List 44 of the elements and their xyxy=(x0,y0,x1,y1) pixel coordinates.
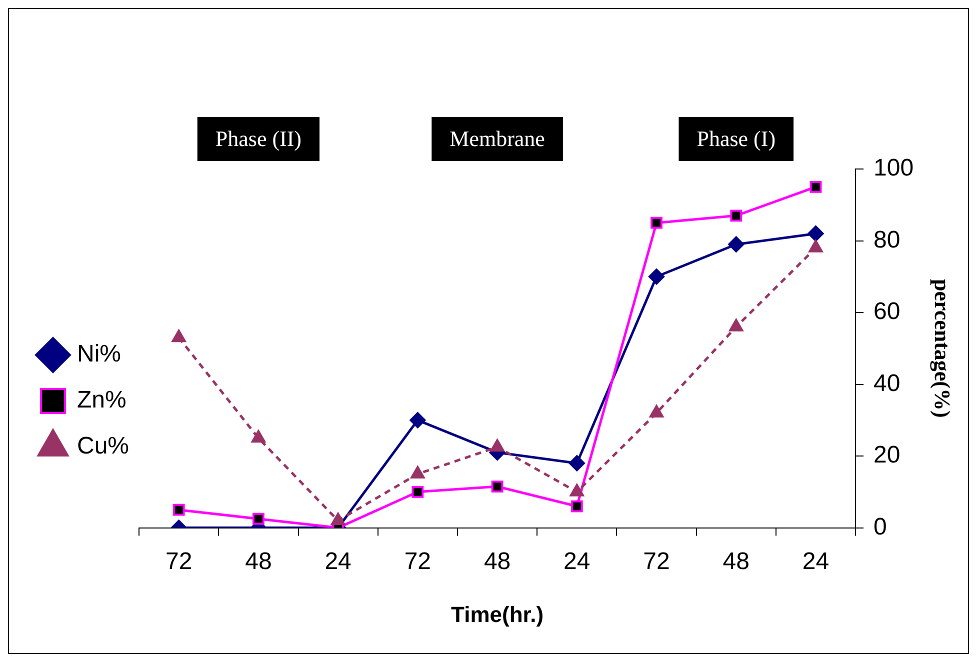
point xyxy=(252,512,264,525)
point xyxy=(251,430,266,443)
x-tick-label: 24 xyxy=(802,548,830,575)
x-tick-label: 24 xyxy=(324,548,352,575)
y-axis-title: percentage(%) xyxy=(930,278,956,418)
point xyxy=(491,480,504,492)
point xyxy=(649,404,664,418)
y-tick-label: 20 xyxy=(874,442,900,469)
point xyxy=(410,412,426,428)
point xyxy=(568,455,585,472)
point xyxy=(730,210,742,222)
point xyxy=(808,226,824,242)
point xyxy=(172,330,186,342)
y-tick-label: 100 xyxy=(874,154,914,182)
point xyxy=(650,216,662,229)
y-tick-label: 80 xyxy=(874,226,900,254)
y-tick-label: 40 xyxy=(874,370,900,397)
x-tick-label: 72 xyxy=(643,548,670,575)
x-axis-title: Time(hr.) xyxy=(451,602,544,627)
point xyxy=(330,512,346,526)
x-tick-label: 72 xyxy=(165,548,192,575)
y-tick-label: 0 xyxy=(874,513,887,540)
x-tick-label: 72 xyxy=(404,548,432,575)
point xyxy=(172,504,185,516)
point xyxy=(412,486,424,498)
x-tick-label: 48 xyxy=(245,548,272,575)
x-tick-label: 24 xyxy=(564,548,590,575)
point xyxy=(729,318,744,332)
text: Phase (I) xyxy=(696,126,776,151)
legend-label: Ni% xyxy=(77,340,122,368)
text: Membrane xyxy=(450,126,545,151)
y-tick-label: 60 xyxy=(874,298,900,326)
x-tick-label: 48 xyxy=(484,548,511,575)
point xyxy=(648,268,665,285)
x-tick-label: 48 xyxy=(722,548,750,575)
legend-label: Cu% xyxy=(77,432,130,460)
legend-label: Zn% xyxy=(77,386,126,414)
point xyxy=(810,180,822,193)
point xyxy=(728,236,744,252)
point xyxy=(490,439,504,452)
point xyxy=(410,466,425,478)
point xyxy=(570,500,583,512)
text: Phase (II) xyxy=(215,126,302,151)
point xyxy=(570,484,584,496)
